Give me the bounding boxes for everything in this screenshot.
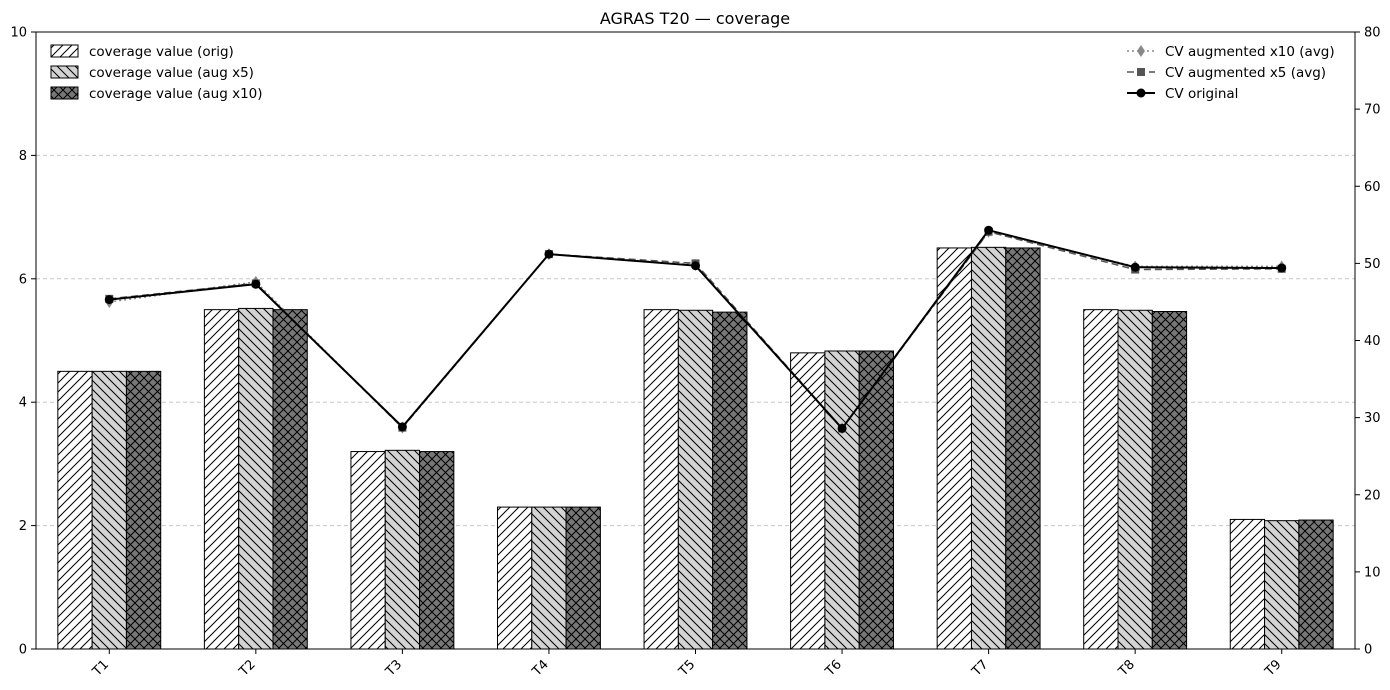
- bar-T5-series-2: [712, 311, 748, 650]
- legend-label-series-1: coverage value (aug x5): [89, 65, 254, 81]
- x-tick-label: T8: [1115, 657, 1138, 680]
- bar-T1-series-0: [57, 370, 93, 650]
- bar-T7-series-2: [1005, 247, 1041, 650]
- bar-T3-series-1: [384, 449, 421, 650]
- legend-marker-1: [1137, 68, 1145, 76]
- bar-T3-series-2: [419, 451, 455, 650]
- point-T1-line-2: [104, 295, 114, 305]
- bar-T1-series-2: [125, 370, 162, 650]
- legend-label-line-1: CV augmented x5 (avg): [1165, 65, 1326, 81]
- bar-T9-series-0: [1229, 518, 1266, 650]
- legend-marker-2: [1136, 88, 1146, 98]
- bar-T6-series-1: [824, 350, 860, 650]
- legend-label-series-0: coverage value (orig): [89, 44, 234, 60]
- bar-T7-series-0: [936, 247, 972, 650]
- x-tick-label: T7: [969, 657, 992, 680]
- bar-T3-series-0: [350, 451, 386, 650]
- point-T8-line-2: [1130, 262, 1140, 272]
- legend-swatch-series-1: [50, 65, 79, 79]
- legend-marker-0: [1137, 45, 1145, 57]
- y-tick-label: 0: [19, 643, 27, 658]
- point-T9-line-2: [1277, 263, 1287, 273]
- y2-tick-label: 30: [1364, 411, 1381, 426]
- line-layer: [104, 225, 1287, 435]
- chart-title: AGRAS T20 — coverage: [600, 9, 790, 28]
- bar-T5-series-1: [677, 309, 714, 650]
- y2-tick-label: 40: [1364, 334, 1381, 349]
- legend-label-series-2: coverage value (aug x10): [89, 86, 263, 102]
- legend-bars: coverage value (orig) coverage value (aug…: [50, 44, 263, 102]
- point-T4-line-2: [544, 249, 554, 259]
- bar-T7-series-1: [970, 246, 1007, 650]
- bar-T5-series-0: [643, 309, 679, 650]
- x-tick-label: T3: [382, 657, 405, 680]
- y2-tick-label: 60: [1364, 180, 1381, 195]
- bar-layer: [57, 246, 1334, 650]
- bar-T8-series-0: [1083, 309, 1119, 650]
- bar-T6-series-0: [790, 352, 826, 650]
- bar-T4-series-1: [531, 506, 567, 650]
- x-tick-label: T6: [822, 657, 845, 680]
- y2-tick-label: 20: [1364, 488, 1381, 503]
- bar-T2-series-1: [238, 307, 274, 650]
- point-T7-line-2: [984, 225, 994, 235]
- bar-T6-series-2: [858, 350, 895, 650]
- y2-tick-label: 10: [1364, 565, 1381, 580]
- legend-swatch-series-0: [50, 44, 79, 58]
- point-T5-line-2: [691, 261, 700, 271]
- point-T6-line-2: [837, 423, 847, 433]
- bar-T8-series-1: [1117, 309, 1153, 650]
- point-T3-line-2: [397, 422, 407, 432]
- bar-T9-series-2: [1298, 519, 1334, 650]
- y2-tick-label: 70: [1364, 103, 1381, 118]
- bar-T4-series-2: [565, 506, 601, 650]
- bar-T4-series-0: [496, 506, 533, 650]
- bar-T1-series-1: [91, 370, 127, 650]
- bar-T9-series-1: [1264, 520, 1300, 650]
- x-tick-label: T5: [676, 657, 699, 680]
- y-tick-label: 4: [19, 396, 27, 411]
- legend-lines: CV augmented x10 (avg) CV augmented x5 (a…: [1127, 44, 1335, 102]
- x-tick-label: T9: [1262, 657, 1285, 680]
- y-tick-label: 2: [19, 519, 27, 534]
- y2-tick-label: 80: [1364, 26, 1381, 41]
- x-tick-label: T2: [236, 657, 259, 680]
- y2-tick-label: 50: [1364, 257, 1381, 272]
- legend-swatch-series-2: [50, 86, 79, 100]
- point-T2-line-2: [251, 279, 261, 289]
- legend-label-line-0: CV augmented x10 (avg): [1165, 44, 1335, 60]
- y-tick-label: 10: [10, 26, 27, 41]
- x-tick-label: T4: [529, 657, 552, 680]
- bar-T2-series-2: [272, 309, 308, 650]
- bar-T2-series-0: [203, 309, 240, 650]
- bar-T8-series-2: [1151, 311, 1188, 650]
- y2-tick-label: 0: [1364, 643, 1372, 658]
- y-tick-label: 8: [19, 149, 27, 164]
- x-tick-label: T1: [89, 657, 112, 680]
- y-tick-label: 6: [19, 272, 27, 287]
- legend-label-line-2: CV original: [1165, 86, 1238, 102]
